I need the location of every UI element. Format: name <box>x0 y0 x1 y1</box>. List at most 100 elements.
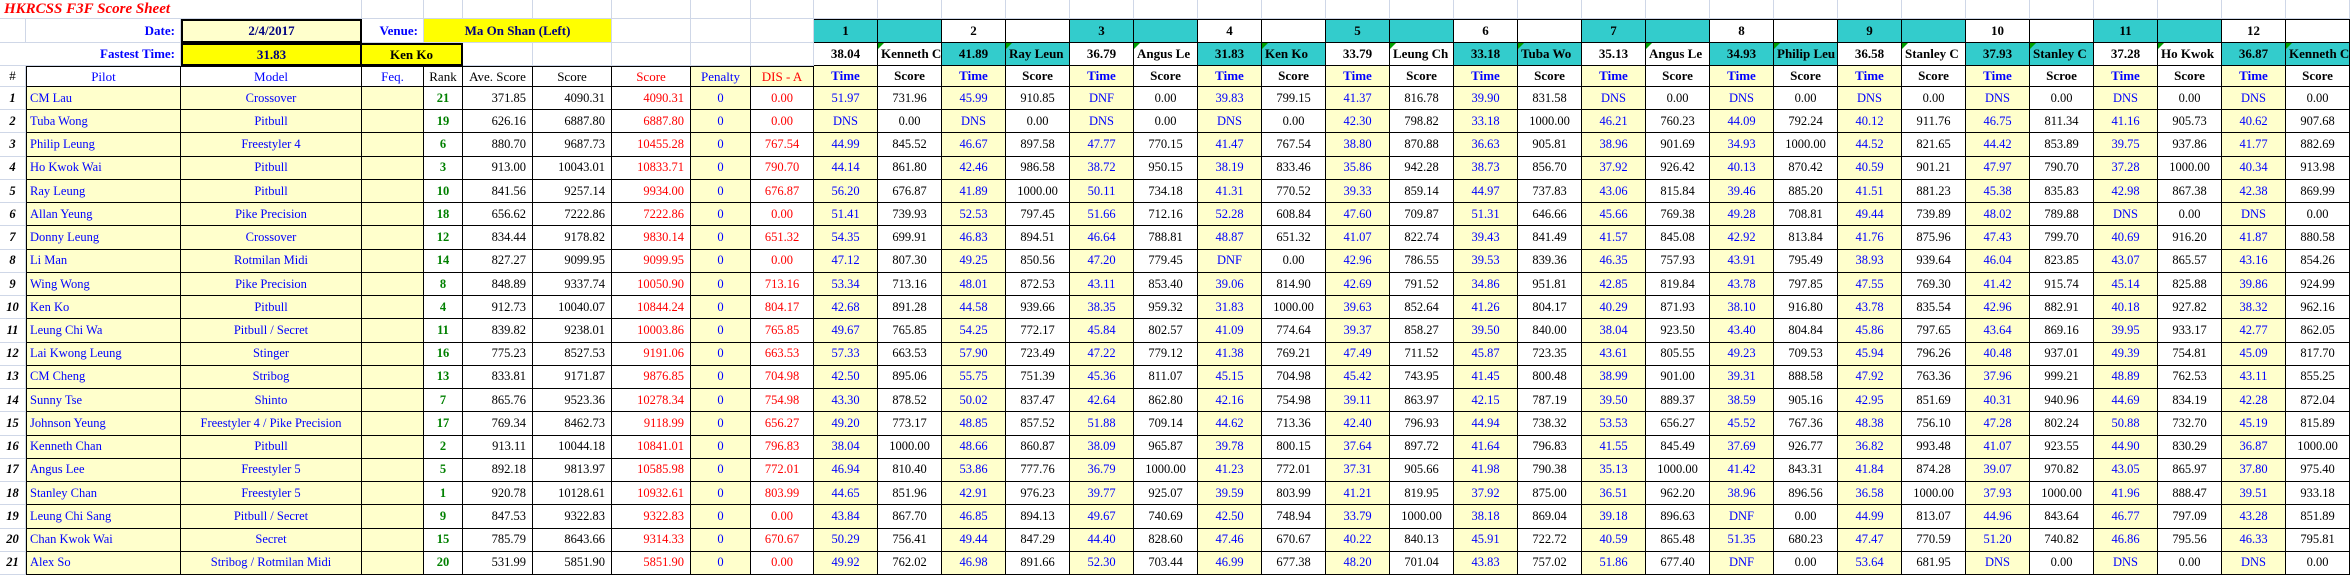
round-time-cell[interactable]: 40.18 <box>2094 296 2158 320</box>
pilot-cell[interactable]: Lai Kwong Leung <box>26 342 181 366</box>
round-number-spacer-cell[interactable] <box>1134 19 1198 43</box>
round-time-cell[interactable]: 52.53 <box>942 203 1006 227</box>
round-score-cell[interactable]: 819.95 <box>1390 482 1454 506</box>
ave-score-cell[interactable]: 834.44 <box>463 226 533 250</box>
round-time-cell[interactable]: 48.38 <box>1838 412 1902 436</box>
round-time-cell[interactable]: 53.53 <box>1582 412 1646 436</box>
pilot-cell[interactable]: Alex So <box>26 551 181 575</box>
round-time-cell[interactable]: 45.38 <box>1966 179 2030 204</box>
col-header-round-time[interactable]: Time <box>2222 66 2286 87</box>
round-score-cell[interactable]: 770.15 <box>1134 133 1198 157</box>
round-score-cell[interactable]: 942.28 <box>1390 156 1454 180</box>
filler-cell[interactable] <box>942 0 1006 19</box>
round-score-cell[interactable]: 0.00 <box>878 110 942 134</box>
score-discard-cell[interactable]: 9830.14 <box>612 226 691 250</box>
dis-a-cell[interactable]: 0.00 <box>751 551 814 575</box>
penalty-cell[interactable]: 0 <box>691 156 751 180</box>
round-score-cell[interactable]: 797.85 <box>1774 272 1838 297</box>
round-time-cell[interactable]: 49.28 <box>1710 203 1774 227</box>
round-score-cell[interactable]: 797.09 <box>2158 505 2222 529</box>
round-fastest-time-cell[interactable]: 36.58 <box>1838 43 1902 66</box>
score-discard-cell[interactable]: 9118.99 <box>612 412 691 436</box>
round-time-cell[interactable]: 42.16 <box>1198 389 1262 413</box>
score-cell[interactable]: 9099.95 <box>533 249 612 273</box>
round-score-cell[interactable]: 861.80 <box>878 156 942 180</box>
round-score-cell[interactable]: 845.49 <box>1646 435 1710 459</box>
round-score-cell[interactable]: 699.91 <box>878 226 942 250</box>
round-fastest-pilot-cell[interactable]: Angus Le <box>1134 43 1198 66</box>
round-time-cell[interactable]: 38.18 <box>1454 505 1518 529</box>
round-time-cell[interactable]: 42.95 <box>1838 389 1902 413</box>
rank-cell[interactable]: 8 <box>424 272 463 297</box>
round-score-cell[interactable]: 875.00 <box>1518 482 1582 506</box>
round-time-cell[interactable]: 41.76 <box>1838 226 1902 250</box>
round-score-cell[interactable]: 770.59 <box>1902 528 1966 552</box>
round-time-cell[interactable]: 39.78 <box>1198 435 1262 459</box>
round-score-cell[interactable]: 897.72 <box>1390 435 1454 459</box>
round-score-cell[interactable]: 732.70 <box>2158 412 2222 436</box>
round-time-cell[interactable]: 36.63 <box>1454 133 1518 157</box>
round-time-cell[interactable]: 41.26 <box>1454 296 1518 320</box>
col-header-rank[interactable]: Rank <box>424 66 463 87</box>
round-score-cell[interactable]: 927.82 <box>2158 296 2222 320</box>
col-header-score-red[interactable]: Score <box>612 66 691 87</box>
round-time-cell[interactable]: 48.87 <box>1198 226 1262 250</box>
round-time-cell[interactable]: 46.75 <box>1966 110 2030 134</box>
round-score-cell[interactable]: 857.52 <box>1006 412 1070 436</box>
ave-score-cell[interactable]: 531.99 <box>463 551 533 575</box>
feq-cell[interactable] <box>362 458 424 483</box>
round-time-cell[interactable]: 38.19 <box>1198 156 1262 180</box>
round-number-cell[interactable]: 5 <box>1326 19 1390 43</box>
round-score-cell[interactable]: 862.05 <box>2286 319 2350 343</box>
round-time-cell[interactable]: 39.06 <box>1198 272 1262 297</box>
dis-a-cell[interactable]: 803.99 <box>751 482 814 506</box>
round-time-cell[interactable]: 45.09 <box>2222 342 2286 366</box>
round-time-cell[interactable]: 53.64 <box>1838 551 1902 575</box>
score-cell[interactable]: 9178.82 <box>533 226 612 250</box>
round-score-cell[interactable]: 646.66 <box>1518 203 1582 227</box>
round-time-cell[interactable]: 39.86 <box>2222 272 2286 297</box>
round-time-cell[interactable]: 51.20 <box>1966 528 2030 552</box>
round-fastest-time-cell[interactable]: 33.18 <box>1454 43 1518 66</box>
round-time-cell[interactable]: 44.97 <box>1454 179 1518 204</box>
feq-cell[interactable] <box>362 133 424 157</box>
row-number[interactable]: 12 <box>0 342 26 366</box>
round-time-cell[interactable]: 41.07 <box>1326 226 1390 250</box>
filler-cell[interactable] <box>1966 0 2030 19</box>
round-score-cell[interactable]: 763.36 <box>1902 365 1966 390</box>
round-time-cell[interactable]: 41.57 <box>1582 226 1646 250</box>
round-time-cell[interactable]: 42.38 <box>2222 179 2286 204</box>
round-fastest-time-cell[interactable]: 36.79 <box>1070 43 1134 66</box>
ave-score-cell[interactable]: 371.85 <box>463 87 533 111</box>
round-time-cell[interactable]: 47.46 <box>1198 528 1262 552</box>
round-time-cell[interactable]: 38.10 <box>1710 296 1774 320</box>
feq-cell[interactable] <box>362 87 424 111</box>
round-time-cell[interactable]: 43.28 <box>2222 505 2286 529</box>
round-time-cell[interactable]: 51.66 <box>1070 203 1134 227</box>
round-time-cell[interactable]: 42.30 <box>1326 110 1390 134</box>
col-header-round-time[interactable]: Time <box>1710 66 1774 87</box>
round-time-cell[interactable]: 43.84 <box>814 505 878 529</box>
row-number[interactable]: 3 <box>0 133 26 157</box>
round-score-cell[interactable]: 796.26 <box>1902 342 1966 366</box>
score-cell[interactable]: 8527.53 <box>533 342 612 366</box>
col-header-round-score[interactable]: Score <box>1518 66 1582 87</box>
round-score-cell[interactable]: 853.40 <box>1134 272 1198 297</box>
round-score-cell[interactable]: 880.58 <box>2286 226 2350 250</box>
round-time-cell[interactable]: 40.12 <box>1838 110 1902 134</box>
round-score-cell[interactable]: 1000.00 <box>1262 296 1326 320</box>
round-time-cell[interactable]: 45.94 <box>1838 342 1902 366</box>
filler-cell[interactable] <box>463 43 533 66</box>
round-score-cell[interactable]: 797.45 <box>1006 203 1070 227</box>
round-score-cell[interactable]: 863.97 <box>1390 389 1454 413</box>
round-time-cell[interactable]: 49.23 <box>1710 342 1774 366</box>
round-score-cell[interactable]: 937.86 <box>2158 133 2222 157</box>
round-time-cell[interactable]: 40.48 <box>1966 342 2030 366</box>
round-time-cell[interactable]: 48.89 <box>2094 365 2158 390</box>
filler-cell[interactable] <box>1838 0 1902 19</box>
dis-a-cell[interactable]: 663.53 <box>751 342 814 366</box>
round-time-cell[interactable]: 45.87 <box>1454 342 1518 366</box>
round-score-cell[interactable]: 656.27 <box>1646 412 1710 436</box>
round-score-cell[interactable]: 770.52 <box>1262 179 1326 204</box>
penalty-cell[interactable]: 0 <box>691 110 751 134</box>
